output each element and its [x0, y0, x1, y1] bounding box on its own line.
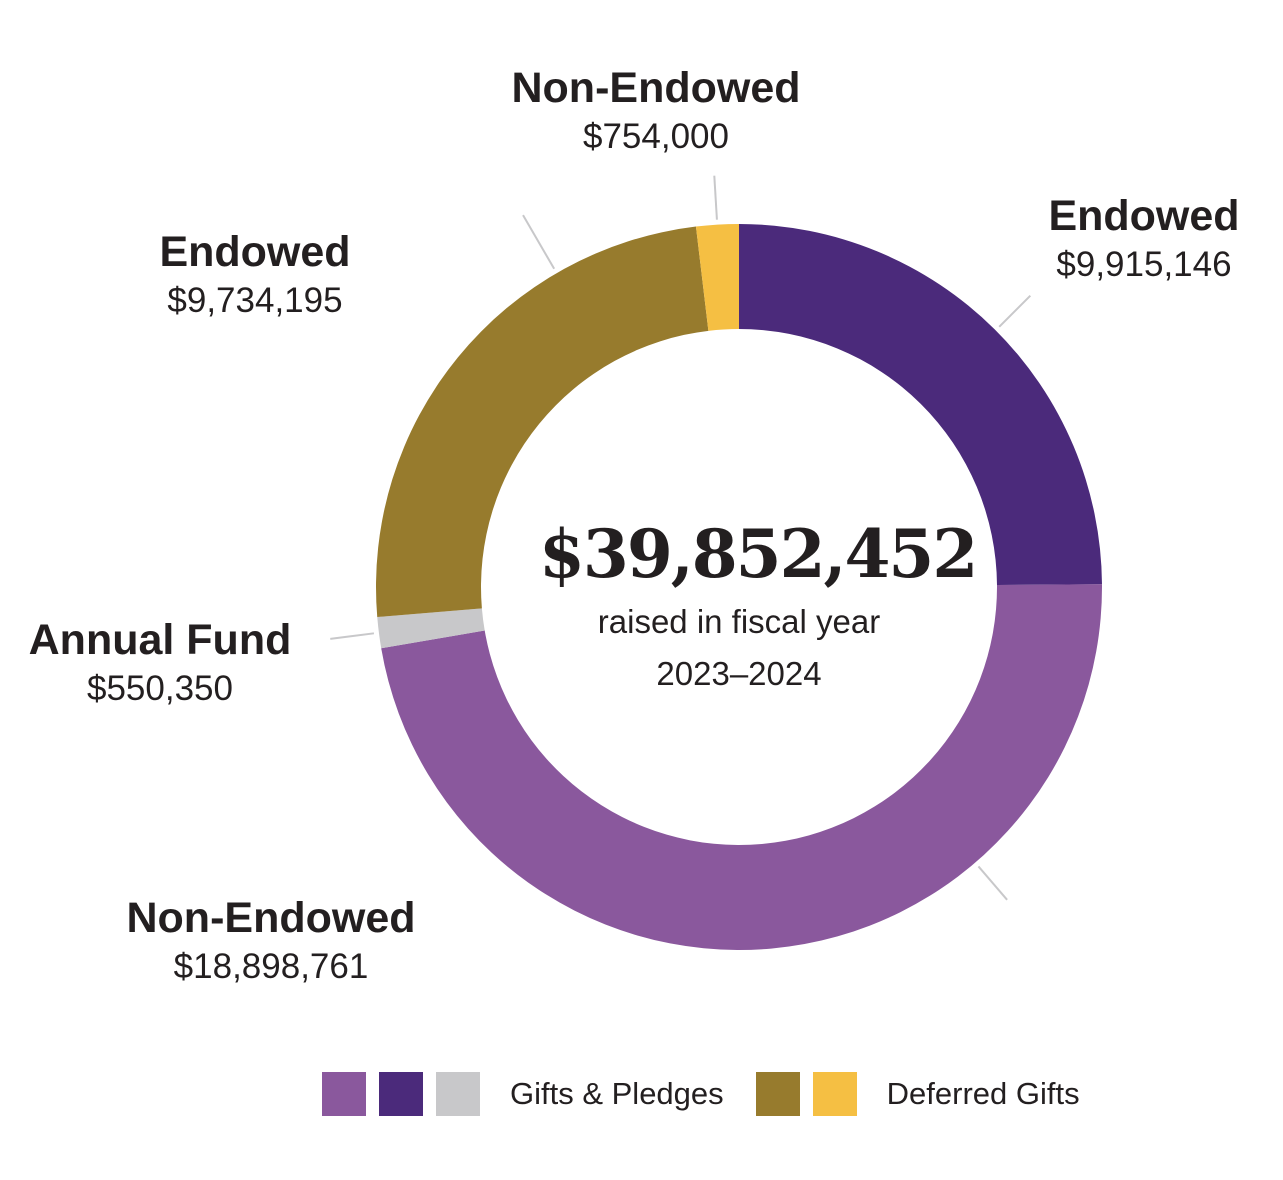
- slice-value-label: $9,734,195: [167, 281, 343, 320]
- total-raised-value: $39,852,452: [539, 515, 978, 593]
- leader-lines: [330, 175, 1032, 901]
- leader-line-gifts-endowed: [998, 294, 1032, 328]
- callout-gifts-endowed: Endowed $9,915,146: [1004, 190, 1283, 288]
- legend-swatch: [812, 1072, 857, 1116]
- leader-line-gifts-non-endowed: [977, 865, 1008, 901]
- donut-center-total: $39,852,452 raised in fiscal year 2023–2…: [539, 512, 978, 700]
- legend-swatch: [755, 1072, 800, 1116]
- slice-label: Endowed: [159, 228, 351, 276]
- chart-legend: Gifts & Pledges Deferred Gifts: [322, 1072, 1080, 1116]
- callout-deferred-endowed: Endowed $9,734,195: [115, 226, 395, 324]
- legend-swatch: [379, 1072, 423, 1116]
- slice-label: Annual Fund: [28, 616, 292, 664]
- total-caption-line2: 2023–2024: [656, 655, 822, 692]
- legend-swatch: [436, 1072, 480, 1116]
- slice-value-label: $550,350: [87, 669, 233, 708]
- slice-label: Non-Endowed: [126, 894, 416, 942]
- leader-line-annual-fund: [330, 632, 375, 640]
- slice-value-label: $18,898,761: [173, 947, 369, 986]
- callout-annual-fund: Annual Fund $550,350: [10, 614, 310, 712]
- slice-label: Endowed: [1048, 192, 1240, 240]
- callout-deferred-non-endowed: Non-Endowed $754,000: [456, 62, 856, 160]
- legend-label-gifts-pledges: Gifts & Pledges: [510, 1076, 724, 1111]
- leader-line-deferred-non-endowed: [713, 175, 718, 220]
- slice-value-label: $754,000: [583, 117, 729, 156]
- slice-deferred-endowed: [375, 226, 709, 618]
- slice-annual-fund: [377, 608, 485, 649]
- legend-label-deferred-gifts: Deferred Gifts: [886, 1076, 1080, 1111]
- slice-gifts-endowed: [739, 224, 1102, 586]
- callout-gifts-non-endowed: Non-Endowed $18,898,761: [96, 892, 446, 990]
- leader-line-deferred-endowed: [522, 214, 556, 270]
- slice-deferred-non-endowed: [695, 224, 739, 331]
- donut-slices: [375, 224, 1102, 951]
- legend-swatch: [322, 1072, 366, 1116]
- slice-value-label: $9,915,146: [1056, 245, 1232, 284]
- slice-gifts-non-endowed: [381, 584, 1102, 951]
- total-caption-line1: raised in fiscal year: [597, 603, 881, 640]
- slice-label: Non-Endowed: [511, 64, 801, 112]
